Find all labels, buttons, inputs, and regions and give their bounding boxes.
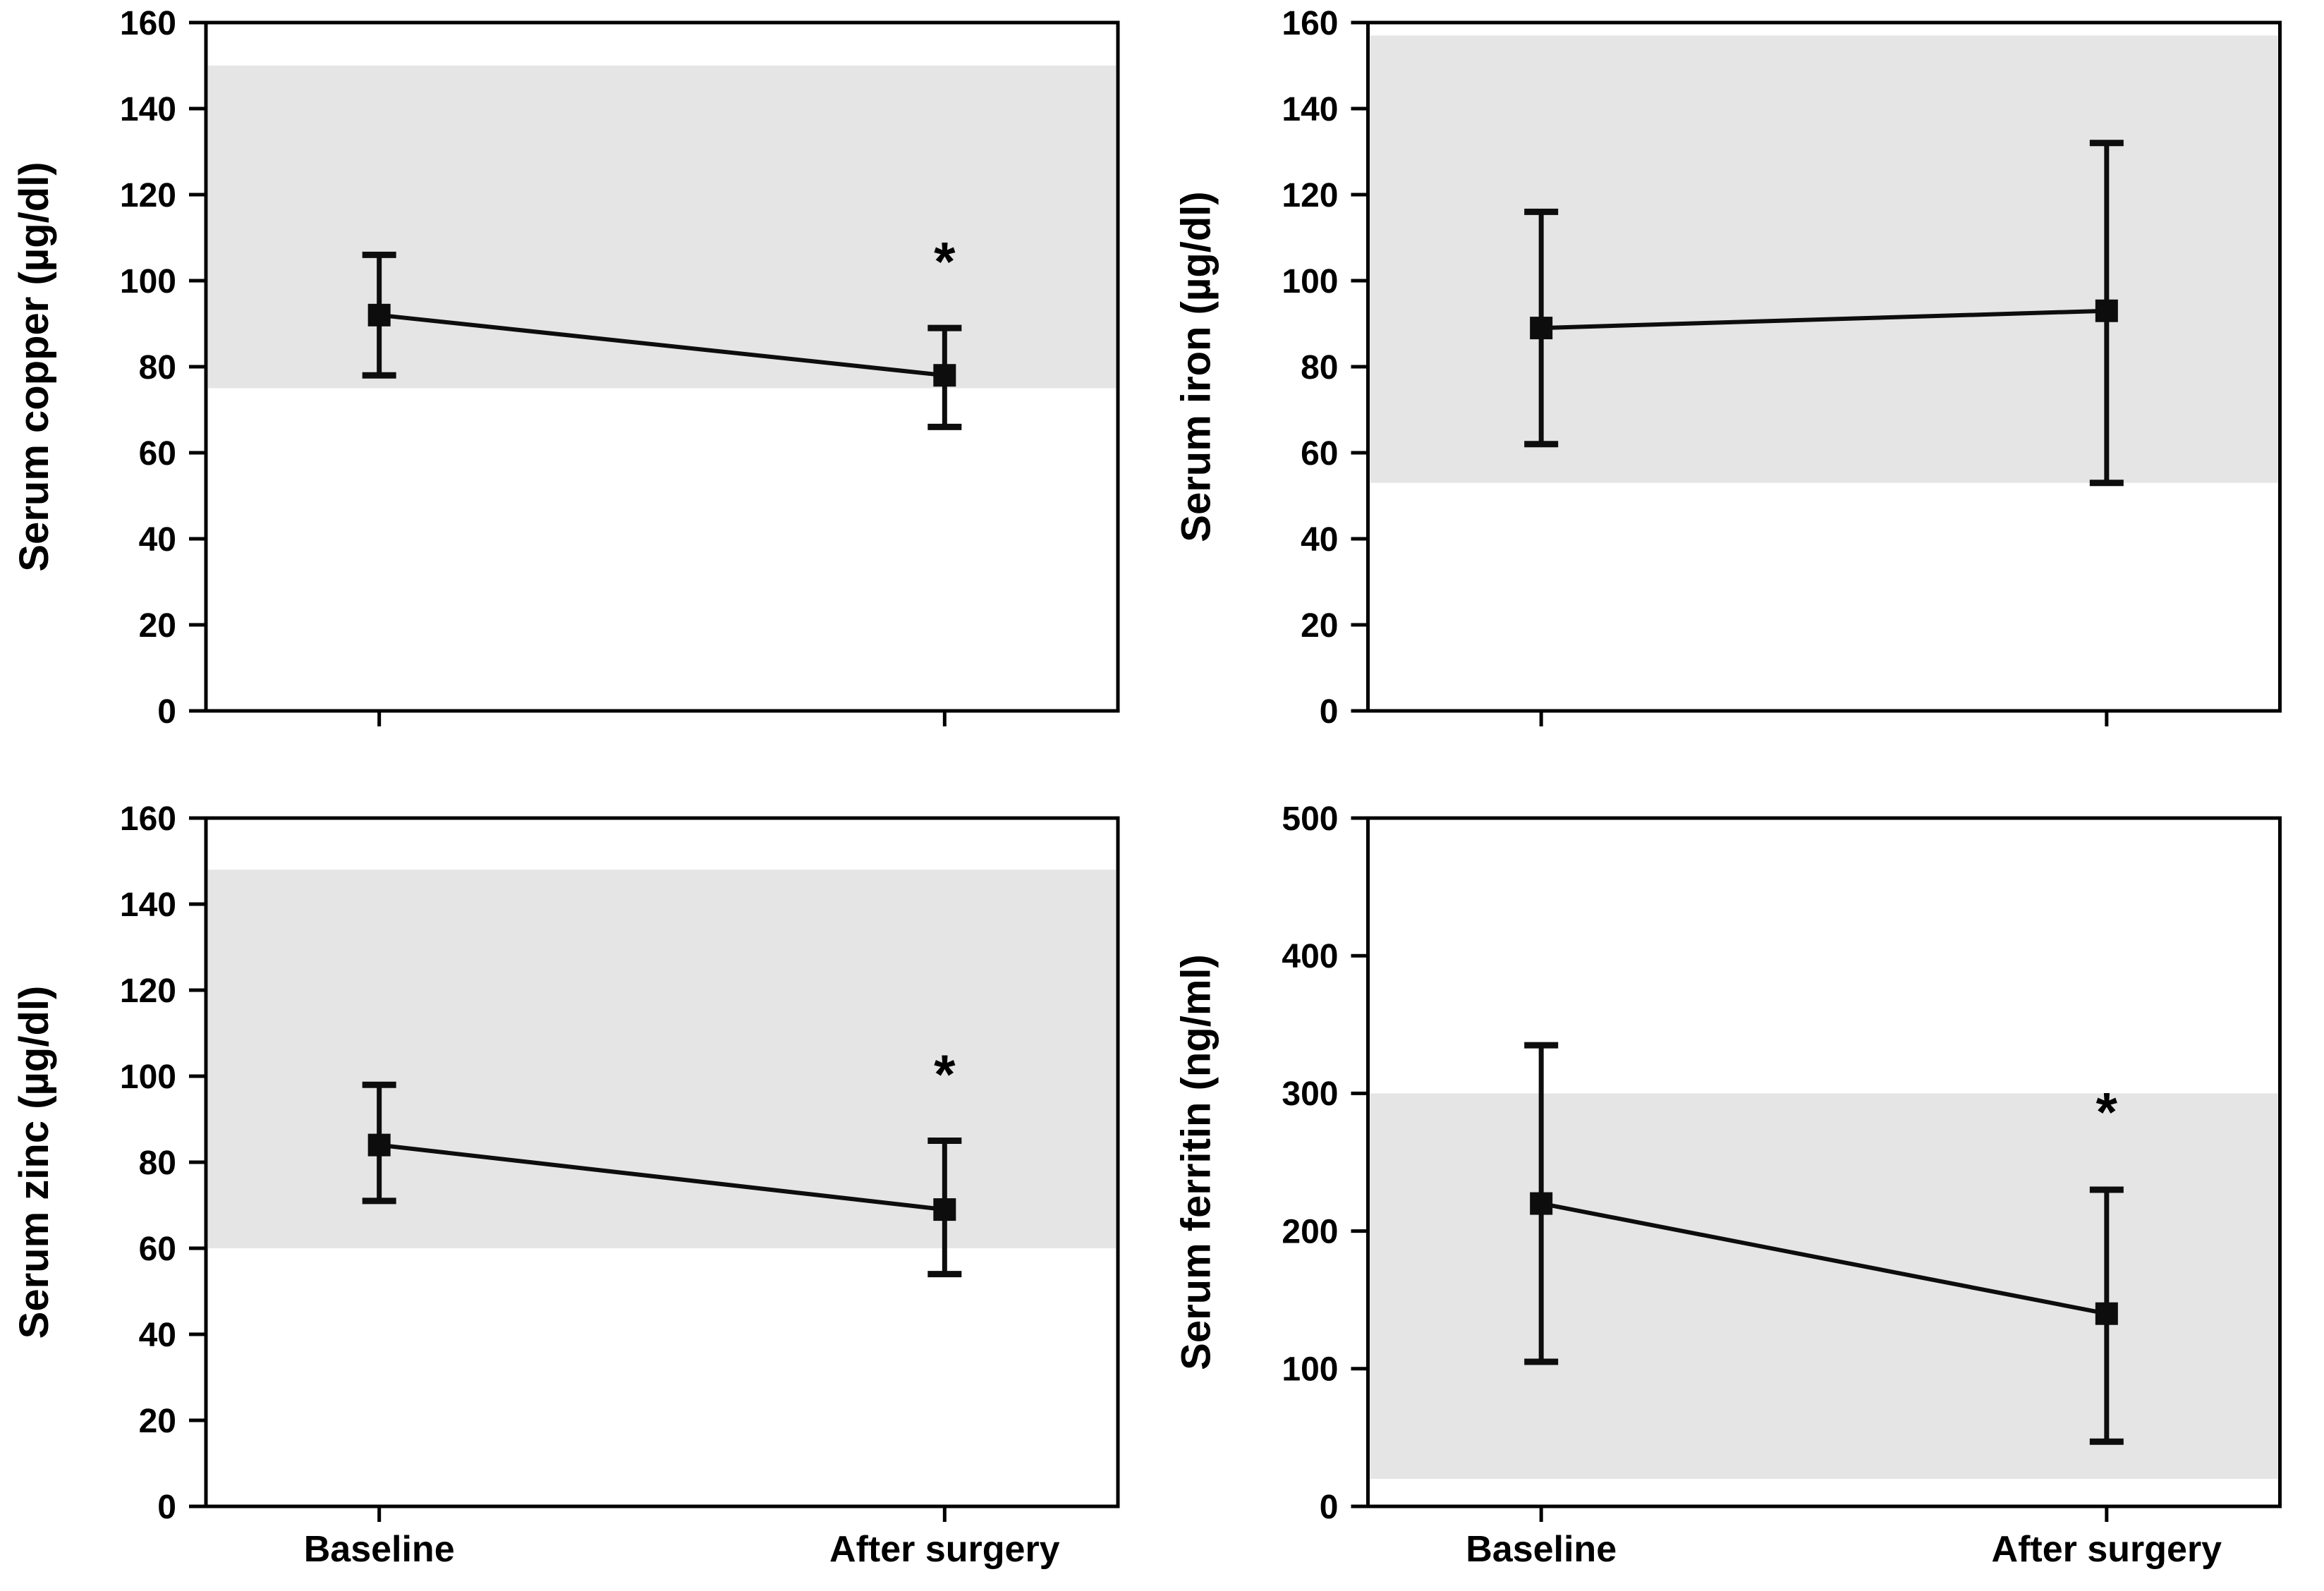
plot-frame (1366, 816, 2282, 1508)
x-category-label: Baseline (304, 1529, 455, 1570)
series-line (1540, 1201, 2107, 1316)
data-marker (933, 364, 956, 387)
y-tick-label: 120 (1282, 177, 1338, 214)
y-tick-label: 160 (1282, 5, 1338, 42)
y-tick-label: 80 (139, 349, 176, 386)
reference-band (1370, 35, 2278, 483)
data-marker (367, 1133, 391, 1157)
chart-serum-iron: 0 20 40 60 80 100 120 140 160 Serum iron (µg/dl) (1174, 5, 2282, 731)
y-axis-title: Serum copper (µg/dl) (11, 161, 57, 571)
y-tick-label: 120 (120, 973, 176, 1010)
panel-serum-iron: 0 20 40 60 80 100 120 140 160 Serum iron (µg/dl) (1162, 0, 2324, 796)
y-tick-label: 20 (139, 1403, 176, 1440)
y-tick-label: 300 (1282, 1075, 1338, 1113)
y-axis-title: Serum zinc (µg/dl) (11, 986, 57, 1339)
panel-serum-ferritin: 0 100 200 300 400 500 Serum ferritin (ng/ml) Ba… (1162, 796, 2324, 1591)
panel-serum-zinc: 0 20 40 60 80 100 120 140 160 Serum zinc (µg/dl) B… (0, 796, 1162, 1591)
x-category-label: After surgery (1992, 1529, 2222, 1570)
y-tick-label: 80 (139, 1145, 176, 1182)
y-tick-label: 0 (1320, 693, 1339, 731)
y-tick-label: 200 (1282, 1213, 1338, 1250)
significance-asterisk: * (2096, 1081, 2118, 1143)
data-marker (1530, 1192, 1553, 1215)
y-tick-label: 60 (1301, 435, 1338, 473)
y-tick-label: 160 (120, 5, 176, 42)
y-tick-label: 40 (1301, 521, 1338, 559)
y-tick-label: 40 (139, 1317, 176, 1354)
y-tick-label: 0 (157, 1489, 176, 1526)
x-category-label: After surgery (829, 1529, 1060, 1570)
y-tick-label: 60 (139, 1231, 176, 1268)
data-marker (1530, 317, 1553, 340)
y-tick-label: 100 (1282, 263, 1338, 300)
y-axis-title: Serum iron (µg/dl) (1174, 191, 1219, 542)
reference-band (208, 66, 1116, 389)
chart-serum-copper: 0 20 40 60 80 100 120 140 160 Serum copper (µg/dl… (11, 5, 1120, 731)
y-tick-label: 20 (1301, 607, 1338, 645)
reference-band (1370, 1093, 2278, 1479)
y-tick-label: 60 (139, 435, 176, 473)
chart-serum-ferritin: 0 100 200 300 400 500 Serum ferritin (ng/ml) Ba… (1174, 800, 2282, 1570)
y-tick-label: 100 (120, 1059, 176, 1096)
y-tick-label: 100 (1282, 1351, 1338, 1389)
y-tick-label: 160 (120, 800, 176, 838)
chart-serum-zinc: 0 20 40 60 80 100 120 140 160 Serum zinc (µg/dl) B… (11, 800, 1120, 1570)
data-marker (933, 1198, 956, 1221)
series-line (379, 1142, 945, 1212)
y-tick-label: 140 (1282, 91, 1338, 128)
data-marker (2095, 1302, 2118, 1325)
y-tick-label: 40 (139, 521, 176, 559)
panel-serum-copper: 0 20 40 60 80 100 120 140 160 Serum copper (µg/dl… (0, 0, 1162, 796)
y-axis-title: Serum ferritin (ng/ml) (1174, 954, 1219, 1370)
y-tick-label: 20 (139, 607, 176, 645)
significance-asterisk: * (934, 231, 956, 293)
y-tick-label: 100 (120, 263, 176, 300)
data-marker (2095, 299, 2118, 322)
x-category-label: Baseline (1466, 1529, 1617, 1570)
y-tick-label: 80 (1301, 349, 1338, 386)
series-line (379, 312, 945, 378)
y-tick-label: 0 (1320, 1489, 1339, 1526)
y-tick-label: 140 (120, 91, 176, 128)
y-tick-label: 400 (1282, 938, 1338, 975)
data-marker (367, 303, 391, 327)
y-tick-label: 140 (120, 886, 176, 924)
y-tick-label: 0 (157, 693, 176, 731)
y-tick-label: 500 (1282, 800, 1338, 838)
reference-band (208, 870, 1116, 1248)
significance-asterisk: * (934, 1043, 956, 1105)
y-tick-label: 120 (120, 177, 176, 214)
series-line (1541, 308, 2107, 331)
